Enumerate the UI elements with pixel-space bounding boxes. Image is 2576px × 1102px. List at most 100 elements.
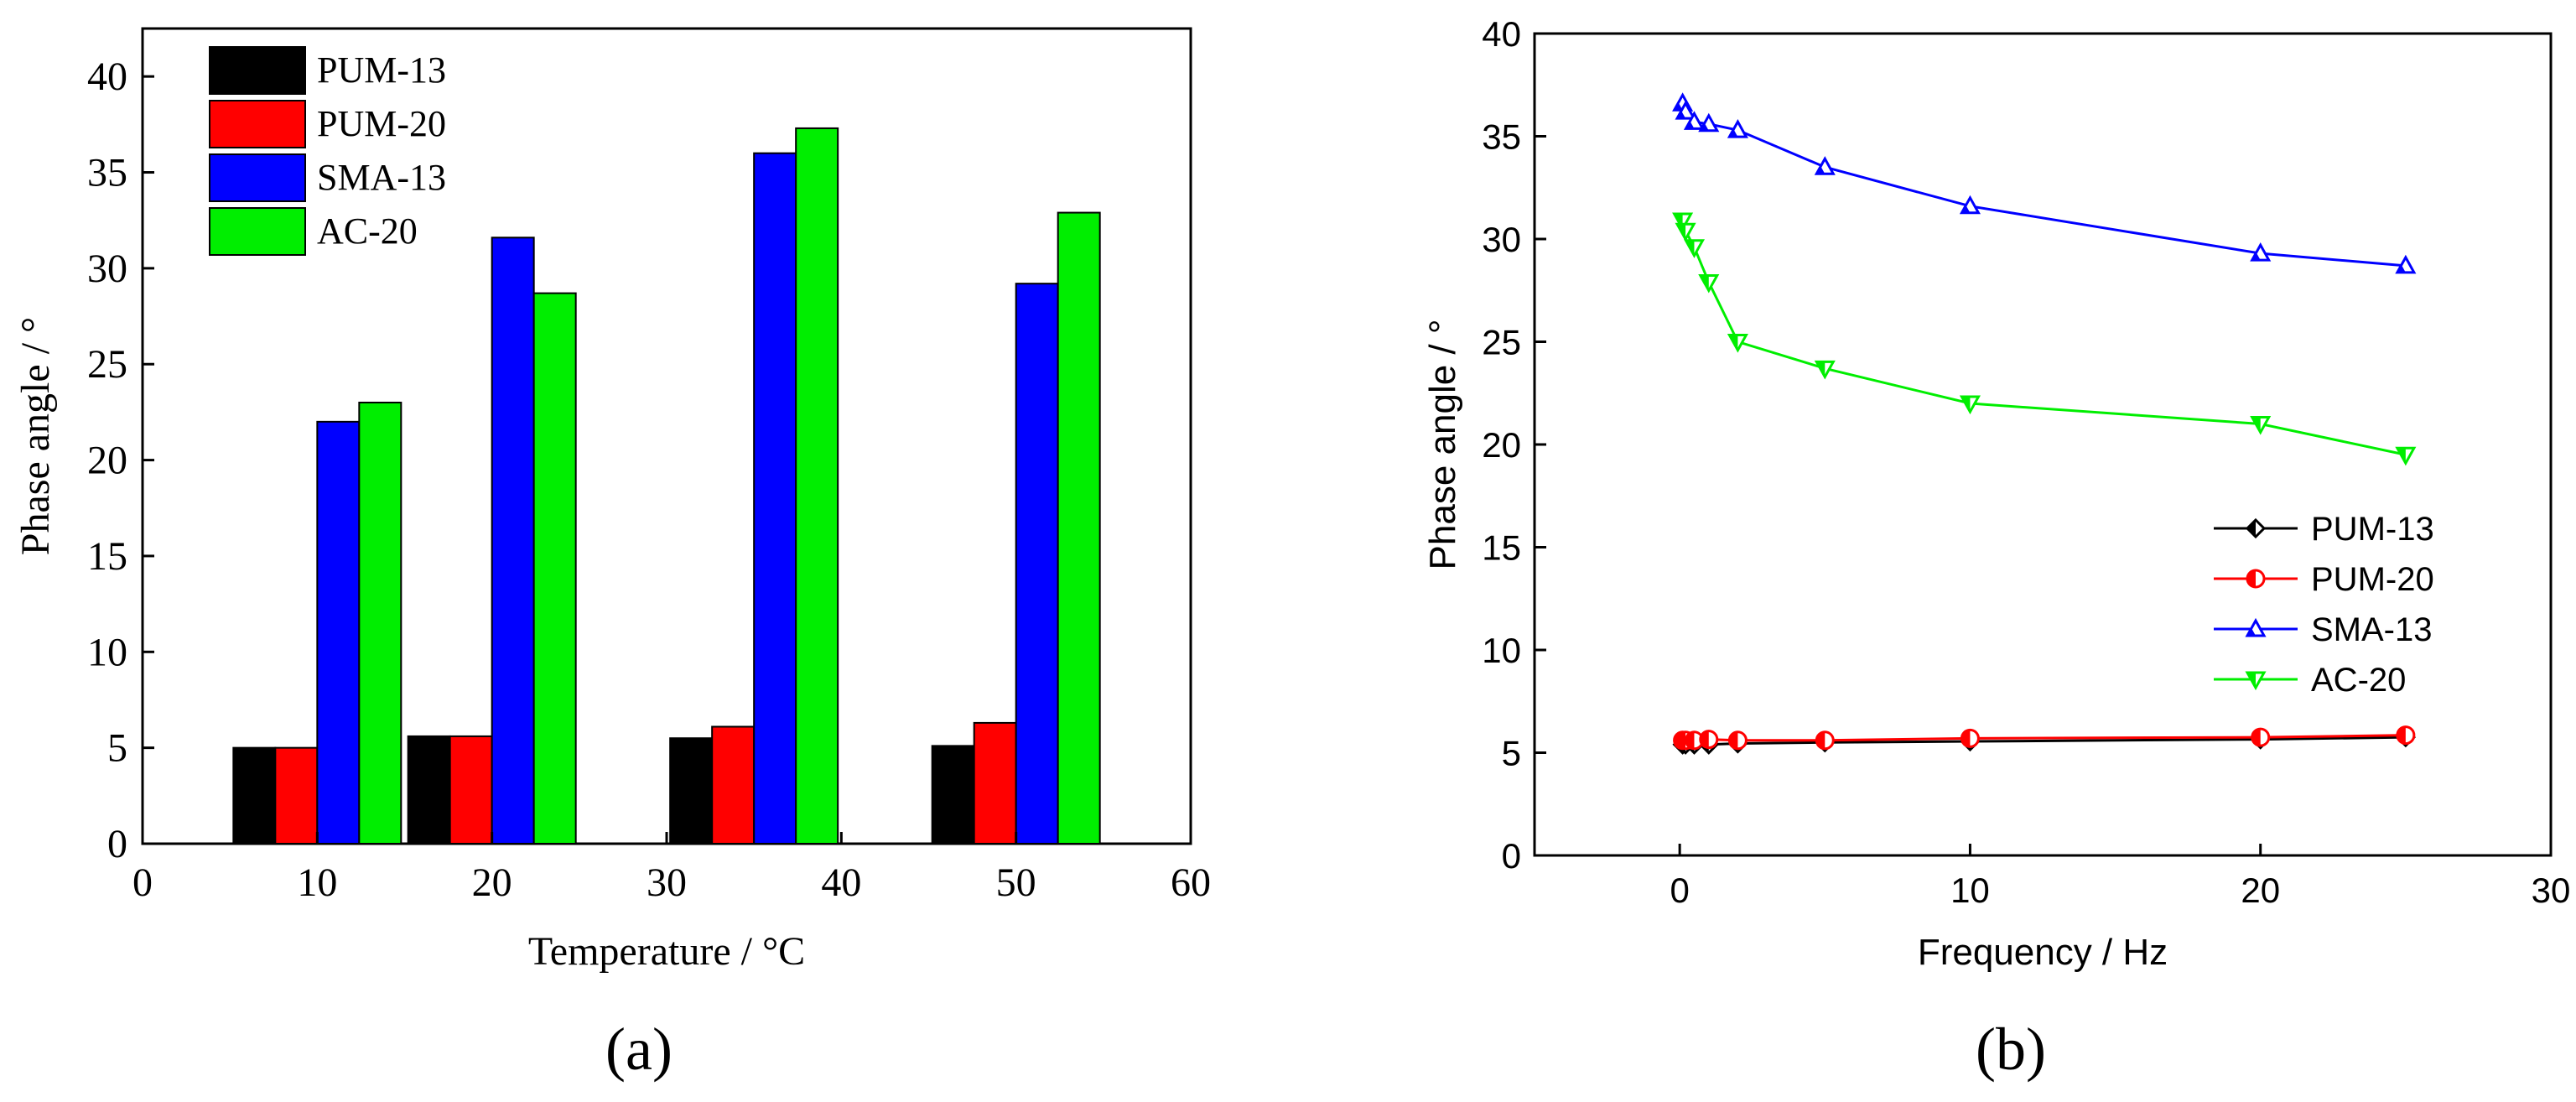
legend-label-pum-20: PUM-20 <box>2311 561 2434 598</box>
panel-a-bars <box>232 127 1101 845</box>
marker-fill <box>1700 122 1709 131</box>
marker-fill <box>1685 731 1695 749</box>
legend-label-ac-20: AC-20 <box>317 211 418 252</box>
marker-fill <box>2247 570 2256 587</box>
data-point-pum-20 <box>1815 730 1835 751</box>
marker-fill <box>1816 361 1826 377</box>
y-tick-label: 35 <box>1482 117 1521 157</box>
x-tick-label: 0 <box>1670 871 1689 910</box>
data-point-pum-20 <box>1727 730 1748 751</box>
data-point-sma-13 <box>1727 119 1748 138</box>
legend-swatch-ac-20 <box>209 207 306 256</box>
panel-b-line-chart: 0 10 20 30 0 5 10 15 20 25 30 35 40 PUM-13 PUM-20 SMA… <box>1422 14 2570 1083</box>
bar-pum-13-20 <box>407 735 451 845</box>
legend-marker-sma-13 <box>2245 617 2267 637</box>
panel-b-y-axis-ticks: 0 5 10 15 20 25 30 35 40 <box>1482 14 1546 876</box>
y-tick-label: 0 <box>1502 836 1521 876</box>
series-line-sma-13 <box>1681 102 2406 268</box>
marker-fill <box>2247 520 2256 537</box>
bar-ac-20-50 <box>1057 211 1101 845</box>
panel-a-y-axis-label: Phase angle / ° <box>13 317 58 555</box>
series-ac-20 <box>1672 212 2417 466</box>
data-point-pum-20 <box>2396 725 2416 746</box>
y-tick-label: 0 <box>107 822 127 866</box>
y-tick-label: 30 <box>1482 220 1521 259</box>
legend-swatch-pum-20 <box>209 100 306 148</box>
legend-swatch-sma-13 <box>209 153 306 202</box>
marker-fill <box>1961 205 1971 213</box>
x-tick-label: 30 <box>647 860 687 905</box>
panel-a-x-axis-label: Temperature / °C <box>528 929 805 974</box>
data-point-pum-20 <box>1699 730 1719 750</box>
y-tick-label: 25 <box>1482 323 1521 362</box>
y-tick-label: 40 <box>87 55 127 99</box>
x-tick-label: 20 <box>472 860 512 905</box>
y-tick-label: 5 <box>1502 734 1521 773</box>
marker-fill <box>1674 213 1683 229</box>
data-point-pum-20 <box>1684 730 1704 751</box>
bar-pum-20-50 <box>973 721 1017 845</box>
bar-ac-20-10 <box>358 401 402 845</box>
y-tick-label: 25 <box>87 342 127 387</box>
bar-pum-13-35 <box>669 737 714 845</box>
x-tick-label: 60 <box>1171 860 1211 905</box>
data-point-pum-20 <box>2251 727 2271 747</box>
marker-fill <box>1685 240 1695 256</box>
marker-fill <box>1677 224 1686 240</box>
y-tick-label: 15 <box>87 534 127 579</box>
legend-label-pum-20: PUM-20 <box>317 103 446 144</box>
y-tick-label: 5 <box>107 726 127 771</box>
legend-label-pum-13: PUM-13 <box>2311 511 2434 548</box>
data-point-ac-20 <box>1672 212 1694 232</box>
marker-fill <box>1961 730 1971 747</box>
x-tick-label: 40 <box>821 860 861 905</box>
marker-fill <box>2247 673 2256 688</box>
series-pum-20 <box>1673 725 2416 751</box>
marker-fill <box>1816 731 1826 749</box>
legend-label-sma-13: SMA-13 <box>317 157 446 198</box>
bar-pum-13-50 <box>931 745 975 845</box>
marker-fill <box>2397 264 2406 273</box>
marker-fill <box>2247 628 2256 636</box>
legend-label-pum-13: PUM-13 <box>317 49 446 91</box>
data-point-sma-13 <box>1814 156 1836 175</box>
bar-sma-13-35 <box>753 152 797 845</box>
x-tick-label: 50 <box>996 860 1036 905</box>
data-point-ac-20 <box>1959 395 1981 415</box>
marker-fill <box>1729 731 1738 749</box>
panel-b-x-axis-ticks: 0 10 20 30 <box>1670 844 2570 910</box>
bar-pum-20-10 <box>274 746 319 845</box>
data-point-sma-13 <box>1698 112 1720 133</box>
marker-fill <box>1729 129 1738 138</box>
data-point-ac-20 <box>2395 446 2417 466</box>
data-point-sma-13 <box>1683 111 1706 130</box>
marker-fill <box>2397 448 2406 464</box>
y-tick-label: 20 <box>1482 425 1521 465</box>
x-tick-label: 10 <box>297 860 337 905</box>
bar-sma-13-50 <box>1015 283 1059 845</box>
x-tick-label: 20 <box>2241 871 2280 910</box>
panel-b-series <box>1672 92 2417 755</box>
x-tick-label: 30 <box>2532 871 2571 910</box>
bar-pum-20-35 <box>711 725 756 845</box>
legend-marker-ac-20 <box>2245 671 2267 691</box>
panel-a-label: (a) <box>605 1016 673 1083</box>
marker-fill <box>2251 252 2261 261</box>
panel-b-x-axis-label: Frequency / Hz <box>1918 932 2168 973</box>
bar-pum-20-20 <box>449 735 493 845</box>
y-tick-label: 40 <box>1482 14 1521 54</box>
data-point-sma-13 <box>1959 195 1981 215</box>
x-tick-label: 10 <box>1950 871 1990 910</box>
marker-fill <box>1961 397 1971 412</box>
marker-fill <box>1674 102 1683 111</box>
panel-b-y-axis-label: Phase angle / ° <box>1422 320 1463 570</box>
bar-ac-20-20 <box>532 292 577 845</box>
marker-fill <box>1700 275 1709 291</box>
panel-a-x-axis-ticks: 0 10 20 30 40 50 60 <box>132 832 1211 905</box>
panel-b-label: (b) <box>1976 1016 2046 1083</box>
marker-fill <box>2251 729 2261 746</box>
bar-pum-13-10 <box>232 746 277 845</box>
data-point-ac-20 <box>2250 416 2272 435</box>
